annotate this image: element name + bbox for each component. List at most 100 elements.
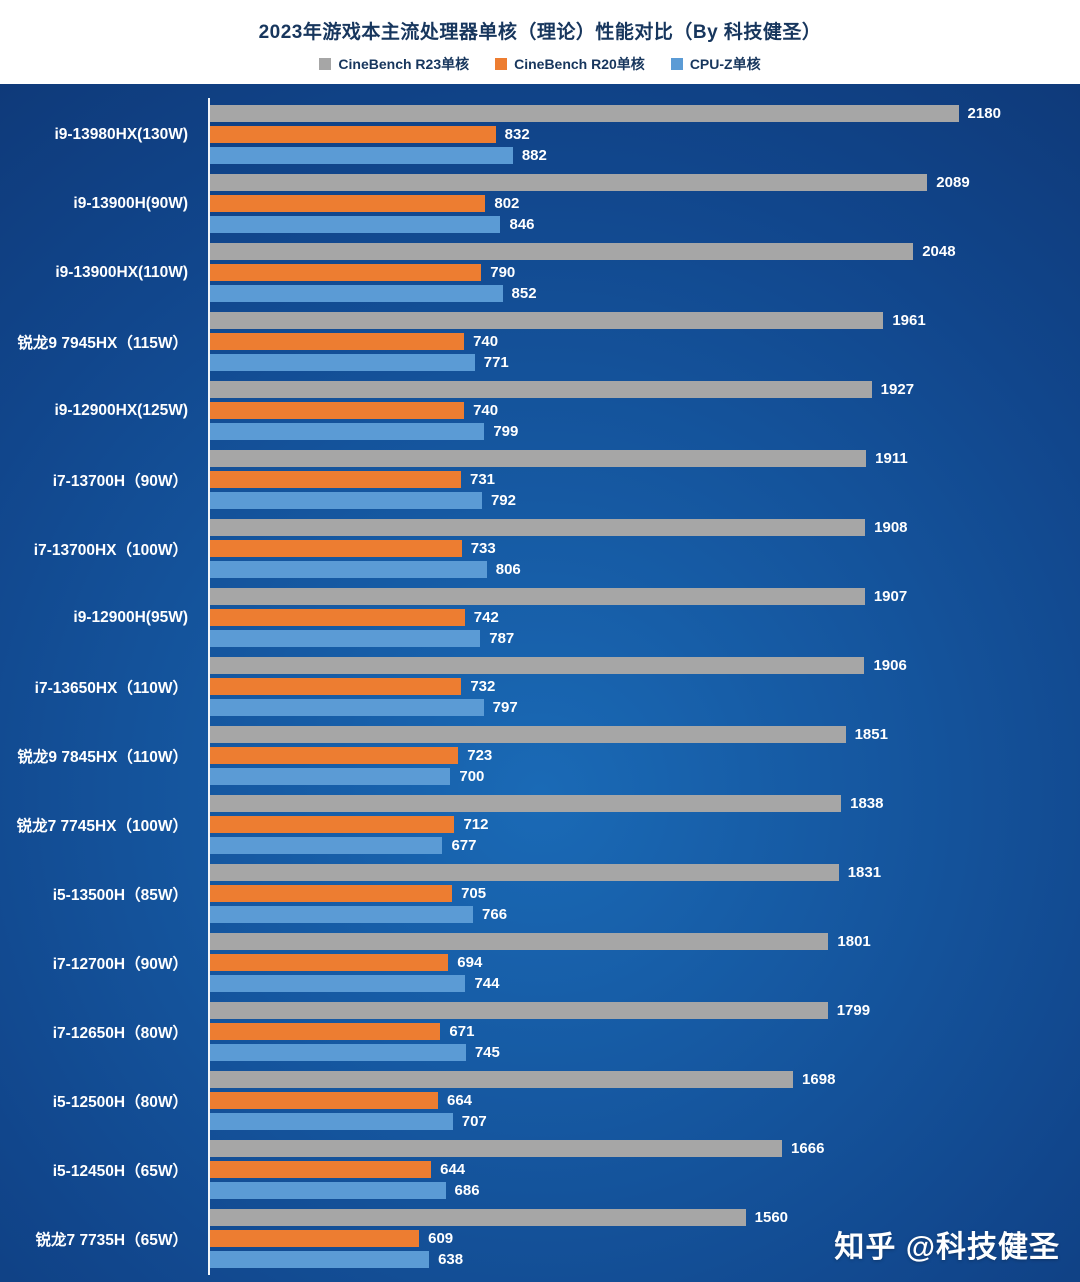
bar-value: 1961 <box>892 312 926 329</box>
category-label: i9-13980HX(130W) <box>54 125 188 143</box>
bar-cpu-z <box>210 1251 430 1268</box>
chart-row: 锐龙7 7735H（65W） 1560 609 638 <box>0 1204 1080 1273</box>
category-label: i9-13900HX(110W) <box>55 263 188 281</box>
bar-value: 1911 <box>875 450 908 467</box>
bar-row-cinebench-r23: 1908 <box>210 519 1065 536</box>
bar-cpu-z <box>210 423 485 440</box>
bar-cpu-z <box>210 630 481 647</box>
watermark: 知乎 @科技健圣 <box>834 1231 1060 1264</box>
bar-value: 797 <box>492 699 518 716</box>
bar-row-cinebench-r20: 832 <box>210 126 1065 143</box>
bar-value: 638 <box>438 1251 464 1268</box>
bar-cpu-z <box>210 699 484 716</box>
bar-value: 742 <box>473 609 499 626</box>
bar-value: 1906 <box>873 657 907 674</box>
chart-row: i7-13650HX（110W） 1906 732 797 <box>0 652 1080 721</box>
bar-cinebench-r20 <box>210 333 465 350</box>
bar-row-cpu-z: 797 <box>210 699 1065 716</box>
bar-cpu-z <box>210 561 487 578</box>
bar-value: 686 <box>454 1182 480 1199</box>
bar-value: 2089 <box>936 174 970 191</box>
bar-cpu-z <box>210 354 475 371</box>
bar-cinebench-r20 <box>210 816 455 833</box>
bar-cpu-z <box>210 1182 446 1199</box>
bar-row-cpu-z: 677 <box>210 837 1065 854</box>
bar-value: 744 <box>474 975 500 992</box>
legend-label: CPU-Z单核 <box>689 55 761 72</box>
bar-value: 2048 <box>922 243 956 260</box>
bar-value: 740 <box>473 402 499 419</box>
bar-cinebench-r20 <box>210 1092 438 1109</box>
bar-cinebench-r23 <box>210 1140 783 1157</box>
bar-cpu-z <box>210 216 501 233</box>
bar-cinebench-r20 <box>210 540 462 557</box>
bar-cinebench-r23 <box>210 588 865 605</box>
bar-group: 1907 742 787 <box>200 588 1080 647</box>
bar-value: 745 <box>474 1044 500 1061</box>
legend-item-cinebench-r20: CineBench R20单核 <box>495 54 645 74</box>
chart-rows: i9-13980HX(130W) 2180 832 882 i9-13900H(90W)… <box>0 100 1080 1273</box>
category-label: i7-13700HX（100W） <box>33 541 188 559</box>
bar-row-cpu-z: 852 <box>210 285 1065 302</box>
bar-value: 731 <box>470 471 496 488</box>
bar-cinebench-r20 <box>210 1023 441 1040</box>
bar-row-cinebench-r20: 664 <box>210 1092 1065 1109</box>
bar-row-cpu-z: 792 <box>210 492 1065 509</box>
bar-row-cinebench-r20: 732 <box>210 678 1065 695</box>
bar-group: 1908 733 806 <box>200 519 1080 578</box>
bar-cinebench-r20 <box>210 609 465 626</box>
bar-row-cinebench-r23: 2089 <box>210 174 1065 191</box>
legend-item-cpu-z: CPU-Z单核 <box>670 54 761 74</box>
bar-value: 664 <box>447 1092 473 1109</box>
bar-value: 846 <box>509 216 535 233</box>
bar-group: 1831 705 766 <box>200 864 1080 923</box>
bar-row-cinebench-r23: 1698 <box>210 1071 1065 1088</box>
bar-row-cinebench-r23: 1906 <box>210 657 1065 674</box>
bar-row-cinebench-r20: 731 <box>210 471 1065 488</box>
bar-value: 644 <box>440 1161 466 1178</box>
bar-row-cpu-z: 700 <box>210 768 1065 785</box>
bar-value: 852 <box>511 285 537 302</box>
bar-cinebench-r23 <box>210 381 872 398</box>
bar-value: 671 <box>449 1023 475 1040</box>
bar-cinebench-r23 <box>210 1002 828 1019</box>
bar-value: 1560 <box>754 1209 789 1226</box>
bar-row-cinebench-r23: 1799 <box>210 1002 1065 1019</box>
bar-value: 1908 <box>874 519 908 536</box>
category-label: i9-13900H(90W) <box>73 194 188 212</box>
bar-cpu-z <box>210 906 474 923</box>
bar-group: 1666 644 686 <box>200 1140 1080 1199</box>
bar-value: 792 <box>490 492 516 509</box>
category-label: i7-13650HX（110W） <box>34 679 188 697</box>
bar-row-cpu-z: 638 <box>210 1251 1065 1268</box>
bar-cinebench-r20 <box>210 885 453 902</box>
bar-value: 882 <box>521 147 547 164</box>
bar-row-cinebench-r23: 1907 <box>210 588 1065 605</box>
bar-cinebench-r20 <box>210 747 459 764</box>
bar-row-cpu-z: 799 <box>210 423 1065 440</box>
bar-row-cinebench-r20: 742 <box>210 609 1065 626</box>
chart-row: 锐龙7 7745HX（100W） 1838 712 677 <box>0 790 1080 859</box>
category-label: i7-13700H（90W） <box>52 472 188 490</box>
bar-group: 1961 740 771 <box>200 312 1080 371</box>
bar-cpu-z <box>210 285 503 302</box>
bar-value: 712 <box>463 816 489 833</box>
legend-swatch-icon <box>319 57 332 70</box>
chart-row: i9-13900H(90W) 2089 802 846 <box>0 169 1080 238</box>
bar-value: 705 <box>461 885 487 902</box>
legend-label: CineBench R20单核 <box>514 55 645 72</box>
bar-cinebench-r23 <box>210 1209 746 1226</box>
bar-row-cpu-z: 882 <box>210 147 1065 164</box>
bar-cpu-z <box>210 975 466 992</box>
bar-row-cinebench-r20: 740 <box>210 333 1065 350</box>
bar-cpu-z <box>210 768 451 785</box>
bar-value: 1801 <box>837 933 871 950</box>
bar-cinebench-r20 <box>210 195 486 212</box>
chart-plot-area: i9-13980HX(130W) 2180 832 882 i9-13900H(90W)… <box>0 84 1080 1282</box>
bar-cinebench-r23 <box>210 312 884 329</box>
bar-value: 1927 <box>880 381 915 398</box>
bar-cinebench-r23 <box>210 450 867 467</box>
bar-cinebench-r20 <box>210 126 496 143</box>
bar-row-cinebench-r20: 671 <box>210 1023 1065 1040</box>
